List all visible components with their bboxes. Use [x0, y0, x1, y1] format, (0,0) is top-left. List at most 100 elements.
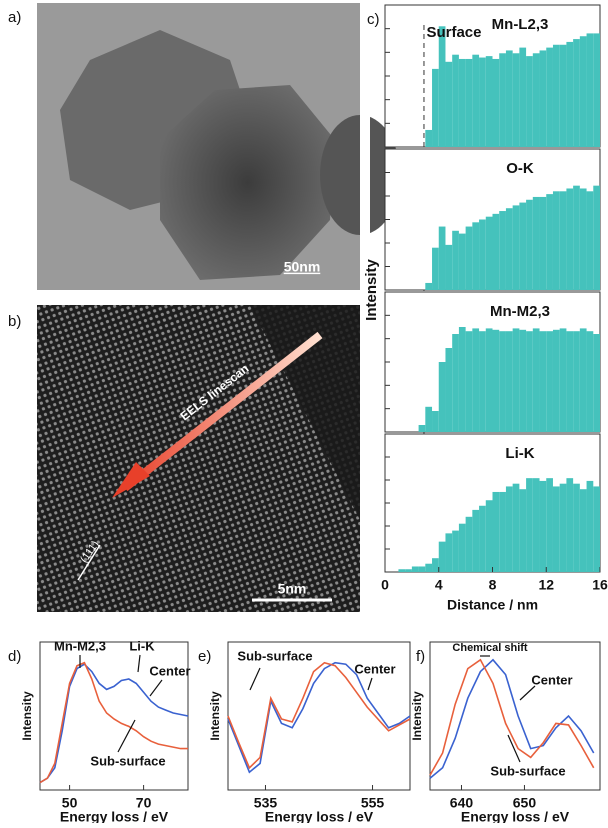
bar: [493, 492, 500, 572]
bar: [486, 56, 493, 147]
figure: a) 50nm EELS linescan (111) b) 5nm Mn-L2…: [0, 0, 608, 823]
bar: [560, 191, 567, 290]
bar: [459, 327, 466, 432]
bar: [526, 200, 533, 290]
bar: [533, 328, 540, 432]
bar: [546, 194, 553, 290]
bar: [499, 211, 506, 290]
bar: [560, 45, 567, 147]
bar: [439, 362, 446, 432]
bar: [566, 478, 573, 572]
x-tick-label: 4: [435, 577, 443, 593]
bar: [593, 486, 600, 572]
bar: [486, 328, 493, 432]
bar: [472, 222, 479, 290]
panel-label: f): [416, 648, 425, 665]
bar: [519, 330, 526, 432]
bar: [566, 331, 573, 432]
bar: [526, 478, 533, 572]
x-axis-label: Energy loss / eV: [461, 809, 570, 823]
bar: [546, 48, 553, 147]
bar: [398, 569, 405, 572]
bar: [573, 484, 580, 572]
bar: [412, 566, 419, 572]
panel-title: Mn-L2,3: [492, 16, 549, 33]
bar: [466, 59, 473, 147]
bar: [466, 331, 473, 432]
bar: [439, 542, 446, 572]
bar: [459, 234, 466, 290]
bar: [580, 328, 587, 432]
bar: [486, 500, 493, 572]
bar: [546, 478, 553, 572]
bar: [452, 531, 459, 572]
bar: [593, 334, 600, 432]
bar: [540, 481, 547, 572]
bar: [593, 33, 600, 147]
bar: [587, 481, 594, 572]
bar: [493, 330, 500, 432]
bar: [419, 566, 426, 572]
bar: [419, 425, 426, 432]
bar: [452, 231, 459, 290]
y-axis-label: Intensity: [208, 691, 222, 741]
bar: [540, 331, 547, 432]
scale-bar: 5nm: [278, 581, 307, 597]
bar: [479, 58, 486, 147]
bar: [405, 569, 412, 572]
bar: [560, 328, 567, 432]
bar: [533, 53, 540, 147]
bar: [425, 130, 432, 147]
bar: [573, 186, 580, 290]
annotation: Chemical shift: [452, 642, 528, 654]
bar: [580, 188, 587, 290]
x-tick-label: 12: [538, 577, 554, 593]
bar: [486, 217, 493, 290]
bar: [506, 208, 513, 290]
panel-label: b): [8, 313, 21, 330]
bar: [587, 331, 594, 432]
bar: [425, 564, 432, 572]
bar: [432, 558, 439, 572]
y-axis-label: Intensity: [410, 691, 424, 741]
x-axis-label: Energy loss / eV: [265, 809, 374, 823]
bar: [540, 197, 547, 290]
bar: [560, 484, 567, 572]
bar: [553, 45, 560, 147]
bar: [566, 42, 573, 147]
x-tick-label: 16: [592, 577, 608, 593]
panel-label: c): [367, 11, 380, 28]
annotation: Center: [149, 663, 190, 678]
bar: [445, 245, 452, 290]
bar: [553, 330, 560, 432]
bar: [573, 331, 580, 432]
bar: [493, 214, 500, 290]
clip: [360, 0, 370, 290]
bar: [506, 331, 513, 432]
bar: [593, 186, 600, 290]
bar: [445, 62, 452, 147]
bar: [499, 492, 506, 572]
bar: [479, 220, 486, 291]
bar: [499, 53, 506, 147]
panel-label: a): [8, 9, 21, 26]
bar: [445, 533, 452, 572]
bar: [580, 36, 587, 147]
bar: [506, 50, 513, 147]
bar: [479, 506, 486, 572]
bar: [459, 524, 466, 572]
annotation: Mn-M2,3: [54, 638, 106, 653]
bar: [432, 69, 439, 147]
panel-title: O-K: [506, 160, 534, 177]
bar: [432, 411, 439, 432]
bar: [553, 191, 560, 290]
bar: [526, 331, 533, 432]
bar: [513, 484, 520, 572]
bar: [459, 59, 466, 147]
annotation: Sub-surface: [90, 753, 165, 768]
bar: [425, 283, 432, 290]
x-tick-label: 0: [381, 577, 389, 593]
bar: [472, 510, 479, 572]
bar: [580, 489, 587, 572]
annotation: Sub-surface: [490, 763, 565, 778]
